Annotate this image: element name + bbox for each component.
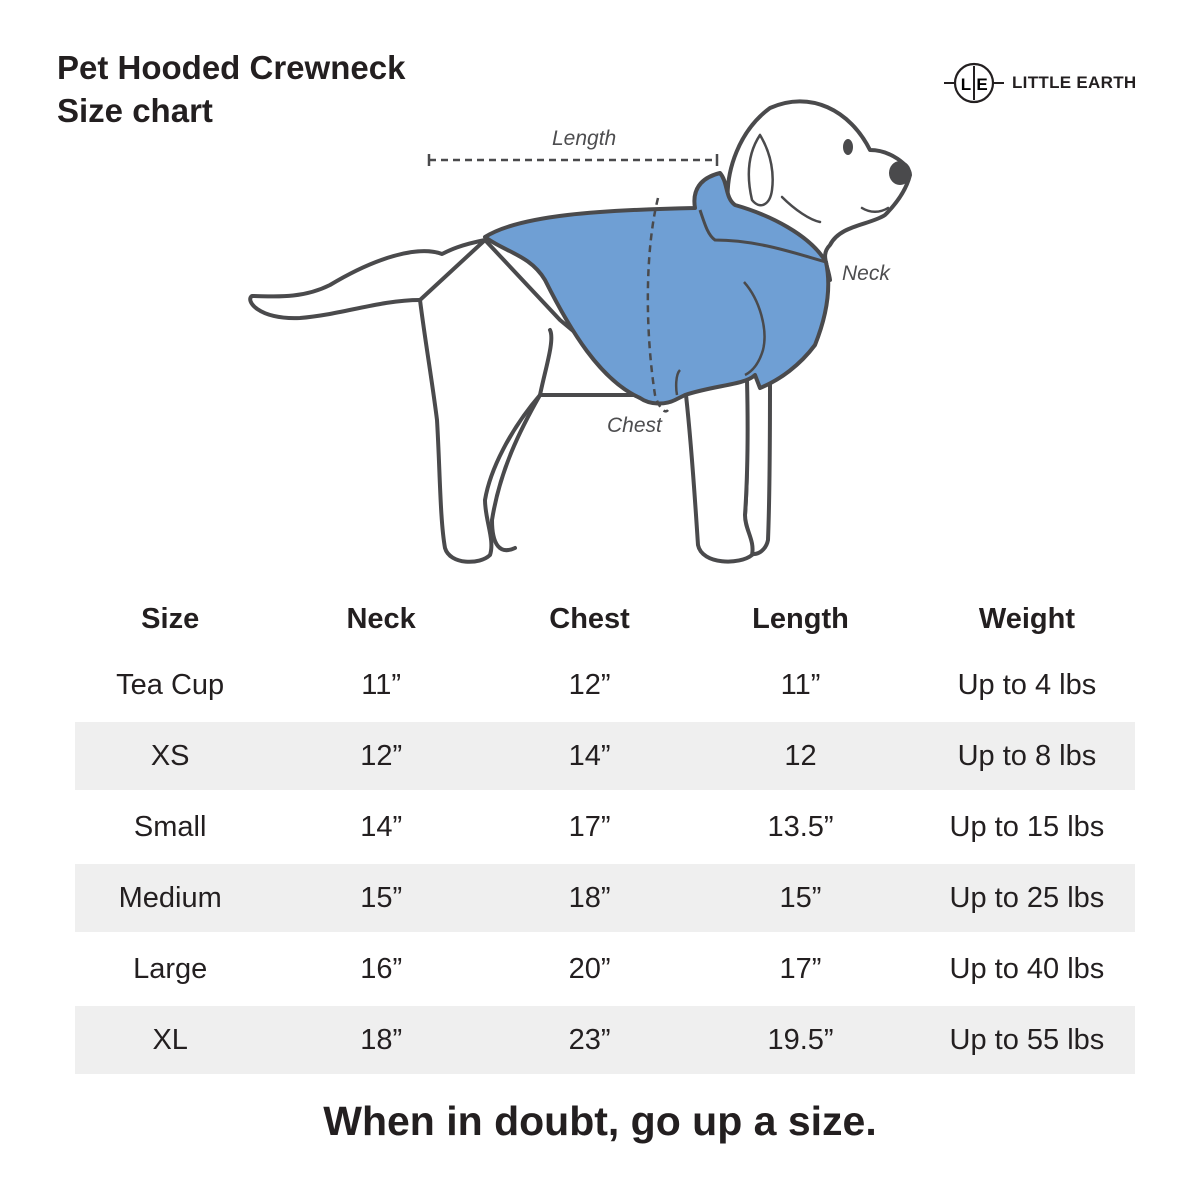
cell-chest: 17” bbox=[496, 790, 683, 863]
cell-length: 12 bbox=[682, 719, 919, 792]
dog-illustration bbox=[248, 99, 912, 564]
size-table: Size Neck Chest Length Weight Tea Cup 11”… bbox=[75, 590, 1135, 1074]
table-header-row: Size Neck Chest Length Weight bbox=[75, 590, 1135, 650]
cell-chest: 18” bbox=[496, 861, 683, 934]
cell-chest: 23” bbox=[496, 1003, 683, 1074]
header-chest: Chest bbox=[496, 590, 683, 650]
cell-size: Large bbox=[75, 932, 266, 1005]
cell-weight: Up to 15 lbs bbox=[918, 790, 1135, 863]
chest-measure-line bbox=[646, 197, 669, 413]
neck-label: Neck bbox=[842, 262, 890, 285]
brand-logo: L E LITTLE EARTH bbox=[944, 61, 1136, 105]
cell-size: Medium bbox=[75, 861, 266, 934]
hoodie bbox=[483, 171, 831, 406]
cell-chest: 12” bbox=[496, 648, 683, 721]
svg-text:E: E bbox=[976, 75, 987, 94]
dog-front-leg bbox=[684, 378, 755, 564]
cell-length: 19.5” bbox=[682, 1003, 919, 1074]
dog-tail bbox=[248, 238, 487, 321]
title-line-2: Size chart bbox=[57, 92, 213, 129]
cell-length: 11” bbox=[682, 648, 919, 721]
cell-weight: Up to 55 lbs bbox=[918, 1003, 1135, 1074]
cell-weight: Up to 8 lbs bbox=[918, 719, 1135, 792]
header-neck: Neck bbox=[265, 590, 497, 650]
table-row: XL 18” 23” 19.5” Up to 55 lbs bbox=[75, 1003, 1135, 1074]
table-row: Large 16” 20” 17” Up to 40 lbs bbox=[75, 932, 1135, 1005]
table-row: Tea Cup 11” 12” 11” Up to 4 lbs bbox=[75, 648, 1135, 721]
cell-size: Tea Cup bbox=[75, 648, 266, 721]
cell-length: 13.5” bbox=[682, 790, 919, 863]
cell-size: Small bbox=[75, 790, 266, 863]
title-line-1: Pet Hooded Crewneck bbox=[57, 49, 406, 86]
cell-chest: 14” bbox=[496, 719, 683, 792]
cell-size: XS bbox=[75, 719, 266, 792]
header-weight: Weight bbox=[918, 590, 1135, 650]
dog-rear-leg-far bbox=[490, 393, 542, 553]
cell-neck: 16” bbox=[265, 932, 497, 1005]
dog-nose bbox=[889, 161, 911, 185]
logo-text: LITTLE EARTH bbox=[1012, 73, 1137, 92]
cell-neck: 14” bbox=[265, 790, 497, 863]
table-row: Small 14” 17” 13.5” Up to 15 lbs bbox=[75, 790, 1135, 863]
length-label: Length bbox=[552, 127, 617, 150]
cell-length: 17” bbox=[682, 932, 919, 1005]
header-size: Size bbox=[75, 590, 266, 650]
table-row: Medium 15” 18” 15” Up to 25 lbs bbox=[75, 861, 1135, 934]
dog-rear-leg bbox=[418, 298, 542, 564]
cell-weight: Up to 25 lbs bbox=[918, 861, 1135, 934]
cell-neck: 11” bbox=[265, 648, 497, 721]
cell-neck: 15” bbox=[265, 861, 497, 934]
svg-text:L: L bbox=[961, 75, 971, 94]
dog-eye bbox=[843, 139, 853, 155]
cell-neck: 18” bbox=[265, 1003, 497, 1074]
page-title: Pet Hooded Crewneck Size chart bbox=[57, 46, 405, 132]
cell-size: XL bbox=[75, 1003, 266, 1074]
chest-label: Chest bbox=[607, 414, 662, 437]
cell-neck: 12” bbox=[265, 719, 497, 792]
cell-weight: Up to 4 lbs bbox=[918, 648, 1135, 721]
table-row: XS 12” 14” 12 Up to 8 lbs bbox=[75, 719, 1135, 792]
header-length: Length bbox=[682, 590, 919, 650]
logo-mark-icon: L E bbox=[944, 62, 1004, 104]
cell-weight: Up to 40 lbs bbox=[918, 932, 1135, 1005]
footer-note: When in doubt, go up a size. bbox=[323, 1098, 877, 1144]
cell-chest: 20” bbox=[496, 932, 683, 1005]
cell-length: 15” bbox=[682, 861, 919, 934]
